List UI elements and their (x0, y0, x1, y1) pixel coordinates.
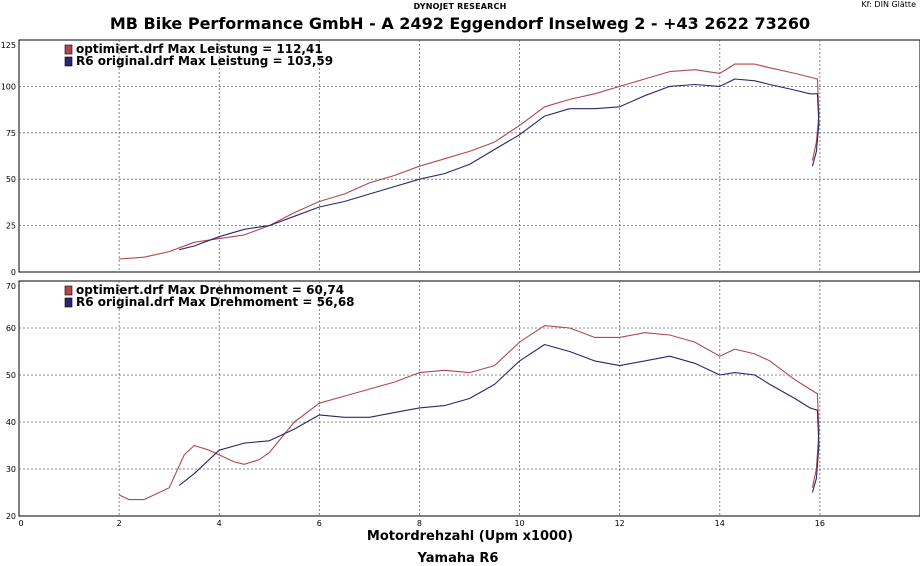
correction-factor-label: Kf: DIN Glätte (861, 0, 916, 9)
torque-legend-swatch (64, 297, 73, 308)
torque-legend-label: R6 original.drf Max Drehmoment = 56,68 (76, 295, 355, 309)
power-y-tick-label: 125 (1, 41, 16, 50)
torque-y-tick-label: 60 (6, 324, 16, 333)
brand-label: DYNOJET RESEARCH (413, 2, 507, 11)
power-series-line-original (179, 78, 820, 251)
x-tick-label: 4 (217, 519, 222, 528)
power-y-tick-label: 0 (11, 268, 16, 277)
x-tick-label: 0 (18, 519, 23, 528)
torque-series-line-optimiert (118, 325, 820, 501)
x-axis-title: Motordrehzahl (Upm x1000) (366, 529, 574, 544)
power-series-line-optimiert (119, 63, 820, 260)
x-tick-label: 10 (514, 519, 524, 528)
torque-y-tick-label: 50 (6, 371, 16, 380)
x-tick-label: 6 (317, 519, 322, 528)
power-legend-label: R6 original.drf Max Leistung = 103,59 (76, 54, 333, 68)
x-tick-label: 8 (417, 519, 422, 528)
torque-y-tick-label: 40 (6, 418, 16, 427)
x-tick-label: 12 (615, 519, 625, 528)
torque-y-tick-label: 20 (6, 512, 16, 521)
torque-y-tick-label: 70 (6, 282, 16, 291)
page-title: MB Bike Performance GmbH - A 2492 Eggend… (109, 14, 811, 33)
power-plot-frame (18, 39, 920, 273)
x-tick-label: 16 (815, 519, 825, 528)
power-y-tick-label: 25 (6, 222, 16, 231)
torque-series-line-original (178, 343, 820, 493)
power-y-tick-label: 50 (6, 175, 16, 184)
power-legend-swatch (64, 44, 73, 55)
vehicle-subtitle: Yamaha R6 (417, 551, 499, 566)
torque-legend-swatch (64, 285, 73, 296)
x-tick-label: 14 (715, 519, 725, 528)
power-legend-swatch (64, 56, 73, 67)
torque-y-tick-label: 30 (6, 465, 16, 474)
power-y-tick-label: 75 (6, 129, 16, 138)
torque-plot-frame (18, 280, 920, 517)
torque-legend-label: optimiert.drf Max Drehmoment = 60,74 (76, 283, 344, 297)
x-tick-label: 2 (117, 519, 122, 528)
power-legend-label: optimiert.drf Max Leistung = 112,41 (76, 42, 323, 56)
power-y-tick-label: 100 (1, 82, 16, 91)
